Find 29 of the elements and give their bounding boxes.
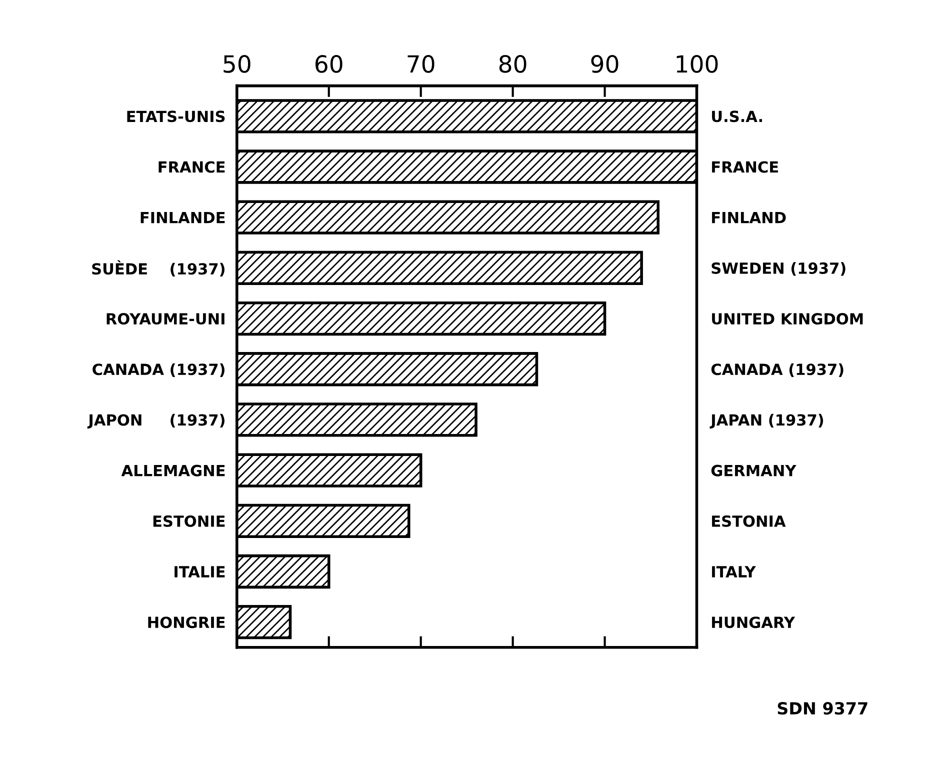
y-tick-label: FRANCE — [158, 161, 225, 173]
x-tick-label: 50 — [224, 55, 250, 73]
x-tick-label: 80 — [499, 55, 526, 73]
x-tick-label: 70 — [408, 55, 434, 73]
y-tick-label: ROYAUME-UNI — [106, 313, 224, 325]
y2-tick-label: U.S.A. — [712, 110, 762, 122]
y2-tick-label: CANADA (1937) — [711, 363, 844, 377]
y-tick-label: HONGRIE — [148, 616, 225, 628]
y-tick-label: ITALIE — [174, 566, 225, 578]
y2-tick-label: JAPAN (1937) — [710, 414, 824, 429]
y-tick-label: FINLANDE — [140, 212, 225, 224]
y2-tick-label: ITALY — [712, 566, 756, 578]
x-tick-label: 100 — [676, 55, 718, 73]
y2-tick-label: FINLAND — [712, 212, 786, 224]
y-tick-label: JAPON (1937) — [87, 414, 224, 429]
y-tick-label: ALLEMAGNE — [121, 464, 225, 476]
x-tick-label: 60 — [315, 55, 342, 73]
y-tick-label: CANADA (1937) — [92, 363, 224, 377]
y2-tick-label: SWEDEN (1937) — [712, 262, 846, 276]
y-tick-label: ESTONIE — [153, 515, 225, 527]
y2-tick-label: GERMANY — [711, 464, 796, 476]
y2-tick-label: FRANCE — [712, 161, 778, 173]
y2-tick-label: UNITED KINGDOM — [712, 313, 863, 325]
y2-tick-label: ESTONIA — [712, 515, 786, 527]
y-tick-label: ETATS-UNIS — [127, 110, 225, 122]
y2-tick-label: HUNGARY — [712, 616, 796, 628]
text: SDN 9377 — [778, 702, 868, 715]
y-tick-label: SUÈDE (1937) — [92, 260, 224, 276]
x-tick-label: 90 — [591, 55, 618, 73]
